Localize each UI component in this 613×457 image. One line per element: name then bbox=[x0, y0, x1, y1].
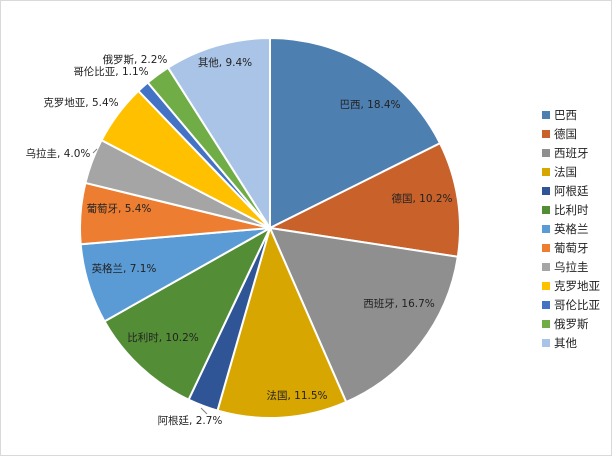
legend-swatch-10 bbox=[542, 282, 550, 290]
leader-line-9 bbox=[92, 148, 98, 154]
legend-swatch-4 bbox=[542, 168, 550, 176]
slice-labels: 巴西, 18.4% 德国, 10.2% 西班牙, 16.7% 法国, 11.5% 阿根廷… bbox=[26, 53, 453, 427]
legend-label-7: 英格兰 bbox=[554, 222, 589, 236]
slice-label-13: 其他, 9.4% bbox=[198, 56, 252, 69]
legend-swatch-6 bbox=[542, 206, 550, 214]
slice-label-8: 葡萄牙, 5.4% bbox=[87, 202, 152, 215]
legend-swatch-3 bbox=[542, 149, 550, 157]
pie-slice-3 bbox=[268, 226, 459, 404]
slice-label-9: 乌拉圭, 4.0% bbox=[26, 147, 91, 160]
pie-slice-6 bbox=[103, 225, 273, 402]
slice-label-1: 巴西, 18.4% bbox=[339, 99, 400, 111]
slice-label-6: 比利时, 10.2% bbox=[127, 331, 199, 344]
legend-label-2: 德国 bbox=[554, 127, 577, 141]
pie-slice-1 bbox=[269, 36, 442, 230]
slice-label-11: 哥伦比亚, 1.1% bbox=[73, 65, 148, 78]
legend-swatch-8 bbox=[542, 244, 550, 252]
slice-label-5: 阿根廷, 2.7% bbox=[158, 414, 223, 427]
slice-label-12: 俄罗斯, 2.2% bbox=[103, 53, 168, 66]
legend-swatch-12 bbox=[542, 320, 550, 328]
pie-slice-13 bbox=[166, 36, 271, 232]
legend-label-13: 其他 bbox=[554, 336, 577, 350]
legend-swatch-2 bbox=[542, 130, 550, 138]
legend-label-3: 西班牙 bbox=[554, 146, 589, 160]
legend-label-6: 比利时 bbox=[554, 203, 589, 217]
legend-label-4: 法国 bbox=[554, 165, 577, 179]
legend-label-11: 哥伦比亚 bbox=[554, 298, 600, 312]
legend-label-5: 阿根廷 bbox=[554, 184, 589, 198]
leader-lines bbox=[92, 148, 208, 415]
legend-swatch-5 bbox=[542, 187, 550, 195]
legend-label-1: 巴西 bbox=[554, 108, 577, 122]
legend-label-9: 乌拉圭 bbox=[554, 260, 589, 274]
pie-slice-4 bbox=[216, 225, 348, 419]
slice-label-2: 德国, 10.2% bbox=[391, 192, 452, 205]
slice-label-7: 英格兰, 7.1% bbox=[92, 262, 157, 275]
legend-label-12: 俄罗斯 bbox=[554, 317, 589, 331]
slice-label-3: 西班牙, 16.7% bbox=[363, 298, 435, 310]
slice-label-4: 法国, 11.5% bbox=[266, 389, 327, 402]
pie-slices bbox=[79, 36, 461, 419]
pie-slice-2 bbox=[266, 141, 461, 258]
legend-label-8: 葡萄牙 bbox=[554, 241, 589, 255]
legend-swatch-13 bbox=[542, 339, 550, 347]
legend-swatch-11 bbox=[542, 301, 550, 309]
legend-swatch-1 bbox=[542, 111, 550, 119]
slice-label-10: 克罗地亚, 5.4% bbox=[43, 96, 118, 109]
leader-line-5 bbox=[200, 407, 208, 415]
legend-label-10: 克罗地亚 bbox=[554, 279, 600, 293]
legend-swatch-7 bbox=[542, 225, 550, 233]
legend-swatch-9 bbox=[542, 263, 550, 271]
